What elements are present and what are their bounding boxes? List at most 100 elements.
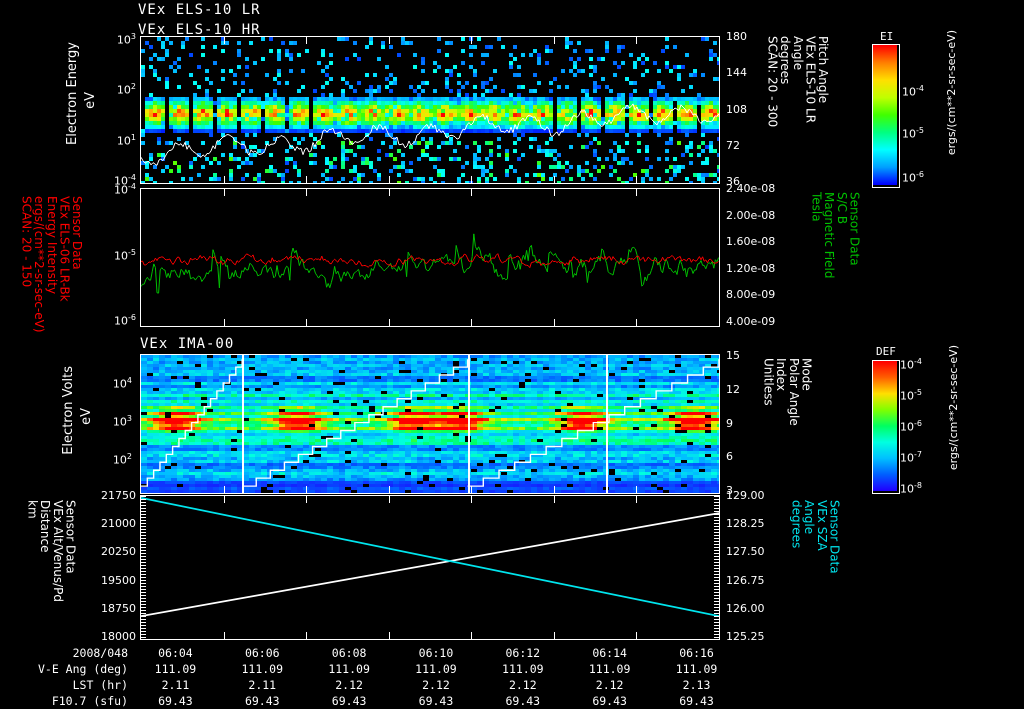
panel2-right-label-2: Magnetic Field xyxy=(822,192,837,279)
panel2-right-label-0: Sensor Data xyxy=(847,192,862,266)
panel1-left-axis-label: Electron Energy xyxy=(65,42,80,182)
panel3-colorbar-title: DEF xyxy=(876,345,896,358)
tick: 125.25 xyxy=(726,629,765,643)
panel1-colorbar-ticklabels: 10-4 10-5 10-6 xyxy=(902,44,942,186)
panel2-left-label-0: Sensor Data xyxy=(69,196,84,270)
panel1-colorbar-units: ergs/(cm**2-sr-sec-eV) xyxy=(945,30,958,156)
footer-row-label: LST (hr) xyxy=(72,678,128,692)
footer-cell: 111.09 xyxy=(241,662,284,676)
tick: 101 xyxy=(116,132,136,148)
panel4-right-ticklabels: 129.00 128.25 127.50 126.75 126.00 125.2… xyxy=(726,489,782,643)
panel1-right-label-2: Angle xyxy=(790,36,805,71)
panel1-title-hr: VEx ELS-10 HR xyxy=(138,22,261,38)
panel1-left-axis-label-line1: Electron Energy xyxy=(65,42,80,145)
panel3-right-ticklabels: 15 12 9 6 3 xyxy=(726,349,766,497)
time-tick: 06:06 xyxy=(244,646,280,660)
panel1-right-label-1: VEx ELS-10 LR xyxy=(803,36,818,124)
panel3-left-axis-label: Electron Volts xyxy=(61,366,76,496)
table-row-f107: F10.7 (sfu) 69.43 69.43 69.43 69.43 69.4… xyxy=(0,693,740,709)
footer-cell: 69.43 xyxy=(244,694,280,708)
tick: 15 xyxy=(726,349,740,362)
panel1-right-label-4: SCAN: 20 - 300 xyxy=(765,36,780,128)
panel4-right-label-1: VEx SZA xyxy=(814,500,829,551)
tick: 12 xyxy=(726,382,740,396)
footer-cell: 69.43 xyxy=(679,694,714,708)
footer-cell: 69.43 xyxy=(505,694,541,708)
panel3-colorbar-ticklabels: 10-4 10-5 10-6 10-7 10-8 xyxy=(900,357,944,496)
time-tick: 06:14 xyxy=(592,646,627,660)
panel4-right-label-2: Angle xyxy=(802,500,817,535)
tick: 102 xyxy=(112,452,132,467)
panel4-plot-area xyxy=(140,495,720,640)
panel4-right-label-0: Sensor Data xyxy=(827,500,842,574)
panel3-plot-area xyxy=(140,354,720,494)
table-row-lst: LST (hr) 2.11 2.11 2.12 2.12 2.12 2.12 2… xyxy=(0,677,740,693)
tick: 128.25 xyxy=(726,517,765,531)
tick: 10-6 xyxy=(902,170,924,185)
footer-row-label: V-E Ang (deg) xyxy=(37,662,128,676)
panel1-plot-area xyxy=(140,36,720,184)
tick: 2.40e-08 xyxy=(726,182,776,195)
tick: 10-5 xyxy=(900,388,922,403)
panel4-left-label-0: Sensor Data xyxy=(63,500,78,574)
panel1-right-ticklabels: 180 144 108 72 36 xyxy=(726,30,782,188)
footer-cell: 2.12 xyxy=(508,678,537,692)
tick: 36 xyxy=(726,175,740,188)
tick: 10-8 xyxy=(900,481,922,496)
panel2-left-ticklabels: 10-4 10-5 10-6 xyxy=(96,182,136,328)
panel4-right-axis-label: Sensor Data VEx SZA Angle degrees xyxy=(790,500,842,636)
panel4-left-label-2: Distance xyxy=(38,500,53,553)
footer-cell: 111.09 xyxy=(328,662,370,676)
panel2-right-ticklabels: 2.40e-08 2.00e-08 1.60e-08 1.20e-08 8.00… xyxy=(726,182,806,328)
footer-cell: 2.11 xyxy=(161,678,190,692)
panel3-right-label-2: Index xyxy=(774,358,789,392)
tick: 127.50 xyxy=(726,545,765,559)
tick: 1.20e-08 xyxy=(726,261,776,275)
panel1-title-lr: VEx ELS-10 LR xyxy=(138,2,261,18)
tick: 1.60e-08 xyxy=(726,235,776,249)
tick: 103 xyxy=(112,414,132,429)
tick: 3 xyxy=(726,484,733,497)
footer-date-label: 2008/048 xyxy=(72,646,128,660)
tick: 21750 xyxy=(101,489,136,502)
panel2-left-axis-label: Sensor Data VEx ELS-06 LR-Bk Energy Inte… xyxy=(19,196,84,333)
footer-cell: 69.43 xyxy=(331,694,367,708)
panel4-left-label-1: VEx Alt/Venus/Pd xyxy=(50,500,65,603)
panel1-left-ticklabels: 103 102 101 10-4 xyxy=(96,32,136,188)
panel3-title: VEx IMA-00 xyxy=(140,336,235,352)
footer-table: 2008/048 06:04 06:06 06:08 06:10 06:12 0… xyxy=(0,645,740,709)
panel1-right-label-0: Pitch Angle xyxy=(815,36,830,104)
tick: 19500 xyxy=(101,573,136,587)
tick: 126.00 xyxy=(726,601,765,615)
panel2-left-label-1: VEx ELS-06 LR-Bk xyxy=(57,196,72,302)
footer-row-label: F10.7 (sfu) xyxy=(51,694,128,708)
footer-cell: 111.09 xyxy=(588,662,631,676)
panel2-left-label-3: ergs/(cm**2-sr-sec-eV) xyxy=(32,196,47,333)
panel4-left-ticklabels: 21750 21000 20250 19500 18750 18000 xyxy=(84,489,136,643)
panel2-left-label-2: Energy Intensity xyxy=(44,196,59,295)
panel1-right-axis-label: Pitch Angle VEx ELS-10 LR Angle degrees … xyxy=(765,36,830,186)
footer-table-grid: 2008/048 06:04 06:06 06:08 06:10 06:12 0… xyxy=(0,645,740,709)
tick: 8.00e-09 xyxy=(726,288,776,302)
panel3-right-label-0: Mode xyxy=(799,358,814,391)
panel2-right-label-3: Tesla xyxy=(809,192,824,222)
panel3-left-axis-units-text: eV xyxy=(79,408,94,425)
panel2-plot-area xyxy=(140,188,720,327)
footer-cell: 2.13 xyxy=(682,678,711,692)
tick: 102 xyxy=(116,82,136,98)
tick: 180 xyxy=(726,30,747,43)
panel1-colorbar xyxy=(872,44,900,188)
footer-cell: 111.09 xyxy=(502,662,544,676)
panel3-left-axis-units: eV xyxy=(79,408,94,458)
tick: 9 xyxy=(726,416,733,430)
tick: 10-5 xyxy=(902,126,924,141)
panel2-left-label-4: SCAN: 20 - 150 xyxy=(19,196,34,288)
panel1-colorbar-units-text: ergs/(cm**2-sr-sec-eV) xyxy=(945,30,958,156)
tick: 20250 xyxy=(101,545,136,559)
table-row-time: 2008/048 06:04 06:06 06:08 06:10 06:12 0… xyxy=(0,645,740,661)
tick: 126.75 xyxy=(726,573,765,587)
time-tick: 06:16 xyxy=(679,646,714,660)
tick: 10-4 xyxy=(900,357,922,372)
tick: 144 xyxy=(726,66,747,80)
footer-cell: 2.12 xyxy=(595,678,624,692)
